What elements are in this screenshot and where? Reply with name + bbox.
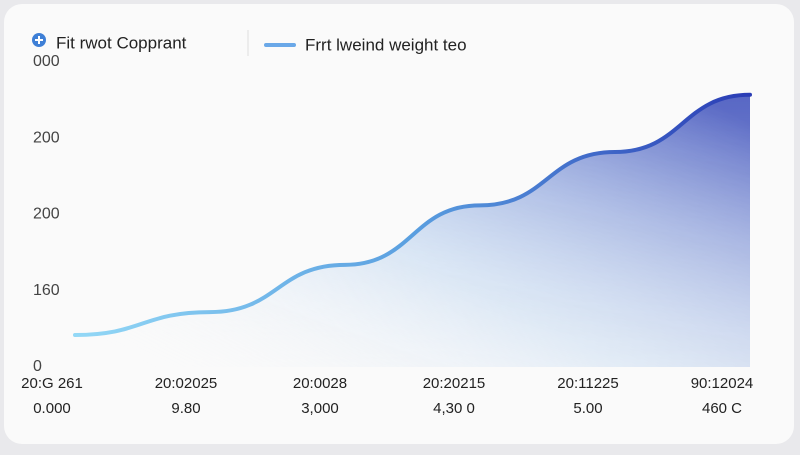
x-tick-sublabel: 460 C [702, 400, 742, 417]
x-tick-label: 90:12024 [691, 375, 754, 392]
x-tick-label: 20:11225 [557, 375, 618, 392]
x-tick-sublabel: 4,30 0 [433, 400, 475, 417]
legend-label: Frrt lweind weight teo [305, 35, 467, 54]
x-tick-sublabel: 3,000 [301, 400, 339, 417]
area [75, 94, 750, 367]
y-tick-label: 200 [33, 129, 60, 146]
x-tick-sublabel: 0.000 [33, 400, 71, 417]
x-tick-sublabel: 9.80 [171, 400, 200, 417]
x-tick-label: 20:02025 [155, 375, 218, 392]
x-tick-label: 20:0028 [293, 375, 347, 392]
legend-icon-plus [35, 36, 43, 44]
y-tick-label: 200 [33, 206, 60, 223]
x-tick-sublabel: 5.00 [573, 400, 602, 417]
y-tick-label: 0 [33, 358, 42, 375]
line [73, 92, 752, 337]
y-tick-label: 160 [33, 282, 60, 299]
legend-title: Fit rwot Copprant [56, 33, 187, 52]
x-tick-label: 20:20215 [423, 375, 486, 392]
x-tick-label: 20:G 261 [21, 375, 83, 392]
y-tick-label: 000 [33, 53, 60, 70]
